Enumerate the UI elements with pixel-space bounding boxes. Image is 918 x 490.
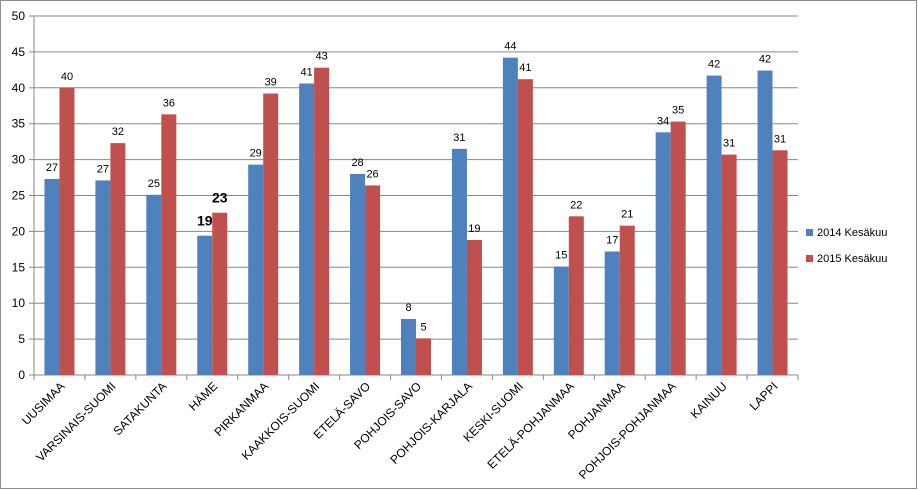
data-label: 27 — [97, 163, 109, 175]
bar-series-2 — [263, 93, 279, 375]
bar-series-2 — [59, 87, 75, 376]
x-tick-label: SATAKUNTA — [111, 379, 170, 438]
data-label: 27 — [46, 162, 58, 174]
x-tick-label: HÄME — [186, 379, 220, 413]
x-tick-label: POHJOIS-POHJANMAA — [576, 379, 679, 482]
data-label: 42 — [708, 59, 720, 71]
bar-series-1 — [44, 178, 60, 375]
bar-series-2 — [161, 114, 177, 375]
data-label: 21 — [621, 209, 633, 221]
bar-series-1 — [146, 194, 162, 375]
bar-series-2 — [314, 67, 330, 376]
data-label: 19 — [197, 213, 213, 229]
data-label: 41 — [301, 66, 313, 78]
y-tick-label: 0 — [18, 368, 25, 382]
data-label: 26 — [366, 168, 378, 180]
y-tick-label: 45 — [12, 45, 26, 59]
bar-series-2 — [721, 154, 737, 375]
bar-series-1 — [350, 173, 366, 375]
data-label: 32 — [112, 126, 124, 138]
bar-series-1 — [299, 83, 315, 375]
legend-swatch — [806, 229, 813, 236]
data-label: 36 — [163, 97, 175, 109]
y-tick-label: 15 — [12, 260, 26, 274]
bar-series-2 — [517, 79, 533, 376]
bar-series-2 — [772, 150, 788, 375]
x-tick-label: LAPPI — [747, 379, 781, 413]
data-label: 40 — [61, 71, 73, 83]
data-label: 31 — [723, 138, 735, 150]
y-tick-label: 25 — [12, 189, 26, 203]
bar-series-2 — [212, 212, 228, 375]
y-tick-label: 40 — [12, 81, 26, 95]
data-label: 17 — [606, 235, 618, 247]
data-label: 8 — [405, 302, 411, 314]
data-label: 31 — [453, 132, 465, 144]
bar-series-1 — [655, 132, 671, 375]
y-tick-label: 30 — [12, 153, 26, 167]
bar-series-2 — [619, 225, 635, 375]
data-label: 5 — [420, 321, 426, 333]
bar-series-2 — [568, 216, 584, 375]
bar-series-1 — [502, 57, 518, 375]
legend-label: 2015 Kesäkuu — [817, 253, 887, 265]
bar-series-1 — [706, 75, 722, 376]
bar-series-2 — [670, 121, 686, 376]
bar-series-2 — [110, 143, 126, 375]
x-tick-label: ETELÄ-POHJANMAA — [485, 379, 577, 471]
data-label: 28 — [351, 157, 363, 169]
y-tick-label: 5 — [18, 332, 25, 346]
data-label: 35 — [672, 105, 684, 117]
bar-series-1 — [248, 164, 264, 375]
legend-label: 2014 Kesäkuu — [817, 227, 887, 239]
data-label: 31 — [774, 133, 786, 145]
x-tick-label: UUSIMAA — [19, 379, 68, 428]
bar-series-1 — [604, 251, 620, 375]
x-tick-label: KAINUU — [688, 379, 730, 421]
data-label: 39 — [265, 77, 277, 89]
data-label: 29 — [250, 148, 262, 160]
y-tick-label: 10 — [12, 296, 26, 310]
bar-series-1 — [95, 180, 111, 375]
data-label: 19 — [468, 223, 480, 235]
data-label: 34 — [657, 115, 669, 127]
data-label: 25 — [148, 178, 160, 190]
bar-series-1 — [553, 266, 569, 375]
bar-series-1 — [197, 235, 213, 375]
data-label: 43 — [316, 51, 328, 63]
bar-series-2 — [466, 240, 482, 375]
data-label: 41 — [519, 62, 531, 74]
data-label: 23 — [212, 190, 228, 206]
y-tick-label: 50 — [12, 9, 26, 23]
data-label: 42 — [759, 54, 771, 66]
bar-series-1 — [401, 318, 416, 375]
data-label: 15 — [555, 250, 567, 262]
bar-series-2 — [416, 338, 431, 375]
bar-series-1 — [757, 70, 773, 376]
bar-series-1 — [451, 148, 467, 375]
y-tick-label: 35 — [12, 117, 26, 131]
legend-swatch — [806, 255, 813, 262]
y-tick-label: 20 — [12, 224, 26, 238]
bar-series-2 — [365, 185, 381, 375]
data-label: 22 — [570, 199, 582, 211]
data-label: 44 — [504, 41, 516, 53]
